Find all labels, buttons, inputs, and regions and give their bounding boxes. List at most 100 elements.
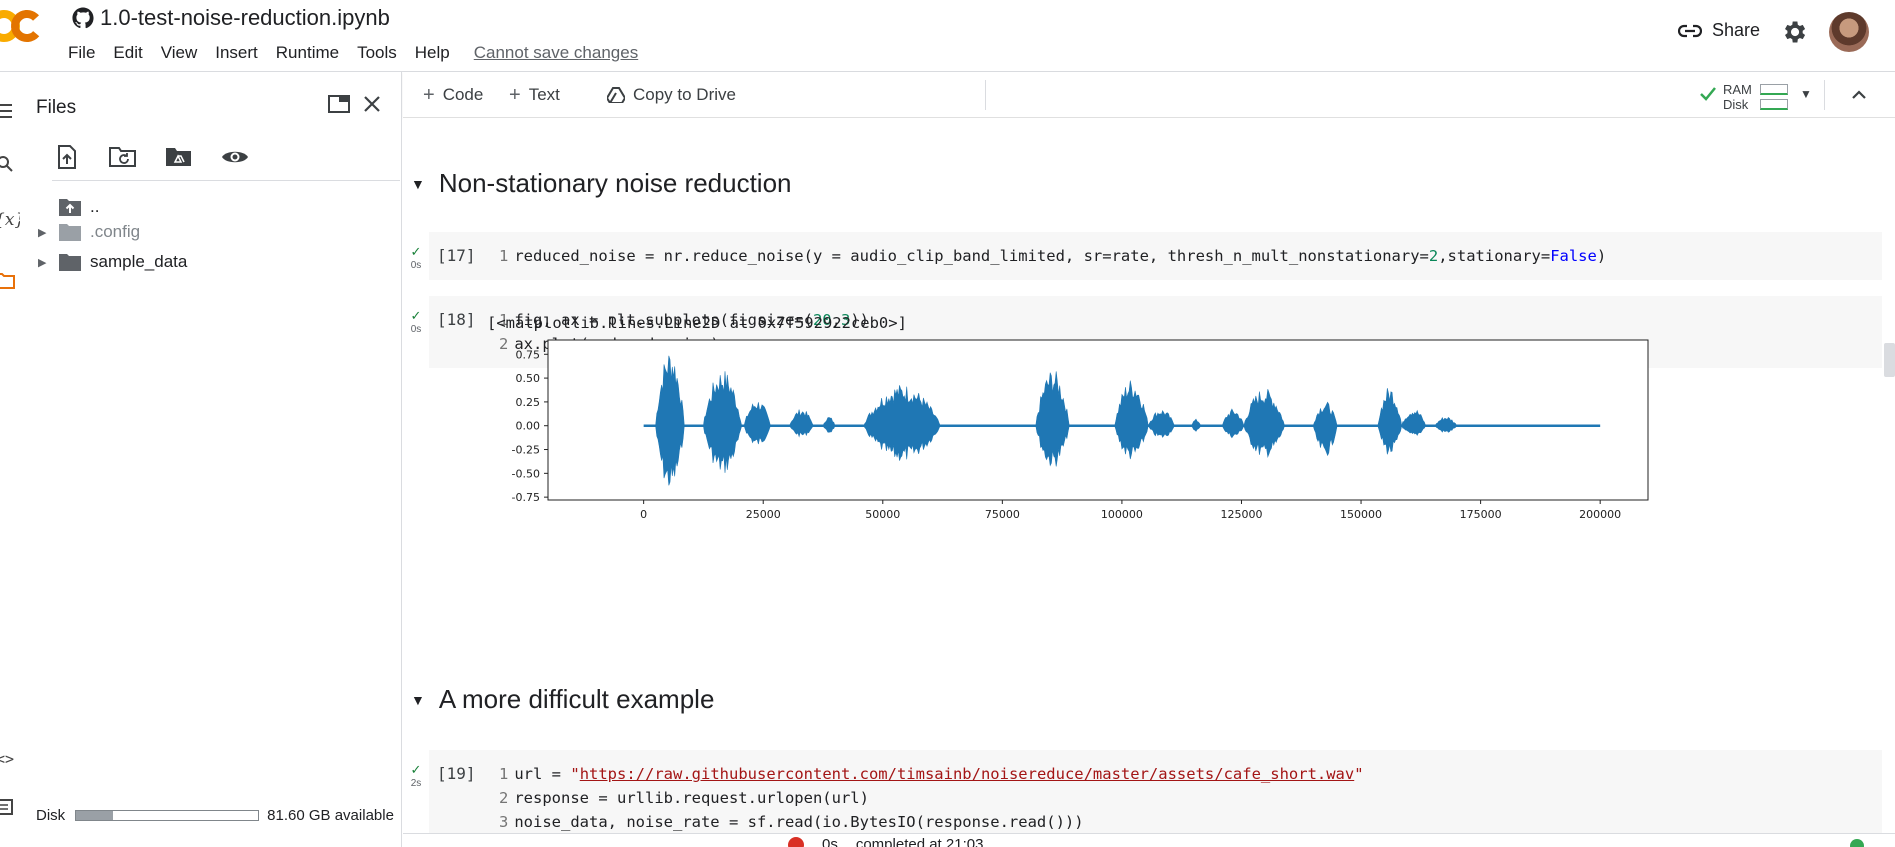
line-number: 1 [499,311,509,329]
menu-icon[interactable] [0,100,20,122]
menu-runtime[interactable]: Runtime [275,43,340,62]
series-line-segment [1243,389,1285,458]
y-tick-label: 0.75 [516,348,541,361]
refresh-folder-icon[interactable] [108,142,138,172]
series-line-segment [1401,409,1426,436]
variables-icon[interactable]: {x} [0,210,26,230]
ram-label: RAM [1723,82,1752,97]
status-content: 0s completed at 21:03 [788,836,983,847]
tree-item-config[interactable]: ▶ .config [38,219,140,245]
check-icon: ✓ [410,308,422,323]
status-bar: 0s completed at 21:03 [403,833,1895,847]
collapse-section-icon[interactable]: ▼ [411,175,425,192]
execution-count[interactable]: [19] [437,764,476,783]
avatar[interactable] [1829,12,1869,52]
status-text: completed at 21:03 [855,836,984,847]
folder-icon[interactable] [0,270,20,292]
tree-item-label: .. [90,197,100,216]
code-line: fig, ax = plt.subplots(figsize=(20,3)) [514,311,869,329]
section-title: A more difficult example [438,684,715,714]
line-number: 2 [499,789,509,807]
close-icon[interactable] [360,92,384,116]
series-line-segment [1434,417,1458,433]
scrollbar-thumb[interactable] [1884,343,1895,377]
status-time: 0s [822,836,838,847]
upload-file-icon[interactable] [52,142,82,172]
add-code-button[interactable]: + Code [423,85,483,105]
line-number: 3 [499,813,509,831]
cell-runtime: 0s [410,260,422,271]
cell-runtime: 0s [410,324,422,335]
x-tick-label: 75000 [985,508,1020,521]
code-line: url = "https://raw.githubusercontent.com… [514,765,1364,783]
x-tick-label: 25000 [746,508,781,521]
tree-item-parent[interactable]: .. [38,194,99,220]
x-tick-label: 50000 [865,508,900,521]
files-panel: Files .. ▶ .config ▶ sample_data [20,72,402,847]
tree-item-label: sample_data [90,252,188,271]
folder-icon [59,254,81,271]
check-icon: ✓ [410,244,422,259]
search-icon[interactable] [0,154,20,176]
code-editor[interactable]: 1 url = "https://raw.githubusercontent.co… [499,762,1364,833]
code-url-link[interactable]: https://raw.githubusercontent.com/timsai… [579,765,1355,783]
y-tick-label: -0.50 [512,467,540,480]
y-tick-label: -0.75 [512,491,540,504]
code-line: reduced_noise = nr.reduce_noise(y = audi… [514,247,1607,265]
expand-icon[interactable]: ▶ [38,226,47,239]
colab-logo[interactable] [0,6,52,46]
x-tick-label: 100000 [1101,508,1143,521]
series-line-segment [1147,410,1175,438]
code-cell[interactable]: ✓ 2s [19] 1 url = "https://raw.githubuser… [411,750,1882,833]
chevron-down-icon[interactable]: ▼ [1800,87,1812,101]
collapse-section-icon[interactable]: ▼ [411,691,425,708]
menu-help[interactable]: Help [414,43,450,62]
series-line-segment [1035,371,1070,467]
notebook-toolbar: + Code + Text Copy to Drive RAM Disk ▼ [403,72,1895,118]
copy-to-drive-button[interactable]: Copy to Drive [607,85,736,105]
menu-tools[interactable]: Tools [357,43,397,62]
mount-drive-icon[interactable] [164,142,194,172]
drive-icon [607,87,625,103]
left-rail: {x} <> [0,72,26,847]
open-in-window-icon[interactable] [327,93,351,115]
terminal-icon[interactable] [0,796,20,818]
series-line-segment [789,409,814,438]
disk-bar [1760,99,1788,110]
menu-edit[interactable]: Edit [113,43,143,62]
share-label: Share [1712,20,1761,40]
code-cell[interactable]: ✓ 0s [18] 1 fig, ax = plt.subplots(figsiz… [411,296,1882,368]
folder-icon [59,224,81,241]
add-text-label: Text [528,85,560,104]
code-editor[interactable]: 1 reduced_noise = nr.reduce_noise(y = aud… [499,244,1606,268]
code-snippets-icon[interactable]: <> [0,750,15,768]
gear-icon[interactable] [1780,18,1808,46]
notebook-title[interactable]: 1.0-test-noise-reduction.ipynb [100,5,390,30]
x-tick-label: 175000 [1460,508,1502,521]
chevron-up-icon[interactable] [1848,84,1870,106]
series-line-segment [863,385,941,461]
error-icon[interactable] [788,836,804,847]
x-tick-label: 0 [640,508,647,521]
ram-bar [1760,84,1788,95]
menu-file[interactable]: File [68,43,96,62]
check-icon: ✓ [410,762,422,777]
execution-count[interactable]: [17] [437,246,476,265]
menu-insert[interactable]: Insert [215,43,258,62]
connection-status-icon[interactable] [1850,839,1864,847]
resource-monitor[interactable]: RAM Disk ▼ [1698,78,1858,112]
code-cell[interactable]: ✓ 0s [17] 1 reduced_noise = nr.reduce_noi… [411,232,1882,280]
github-icon [72,7,94,29]
menu-view[interactable]: View [160,43,198,62]
section-header: ▼ A more difficult example [411,684,714,715]
share-button[interactable]: Share [1678,20,1760,41]
execution-count[interactable]: [18] [437,310,476,329]
expand-icon[interactable]: ▶ [38,256,47,269]
add-text-button[interactable]: + Text [509,85,560,105]
plus-icon: + [423,84,435,106]
eye-icon[interactable] [220,142,250,172]
cannot-save-warning[interactable]: Cannot save changes [473,43,639,62]
tree-item-sample-data[interactable]: ▶ sample_data [38,249,187,275]
cell-status: ✓ 0s [407,308,425,335]
disk-usage: Disk 81.60 GB available [36,807,394,824]
